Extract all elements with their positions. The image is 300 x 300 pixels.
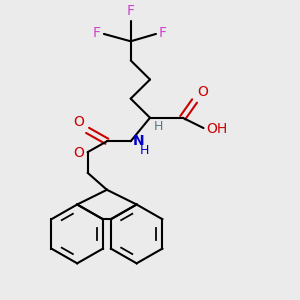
Text: F: F xyxy=(159,26,167,40)
Text: OH: OH xyxy=(206,122,227,136)
Text: H: H xyxy=(140,144,149,157)
Text: O: O xyxy=(73,115,84,129)
Text: F: F xyxy=(127,4,135,18)
Text: H: H xyxy=(154,120,163,133)
Text: N: N xyxy=(133,134,145,148)
Text: O: O xyxy=(198,85,208,99)
Text: F: F xyxy=(93,26,101,40)
Text: O: O xyxy=(73,146,84,160)
